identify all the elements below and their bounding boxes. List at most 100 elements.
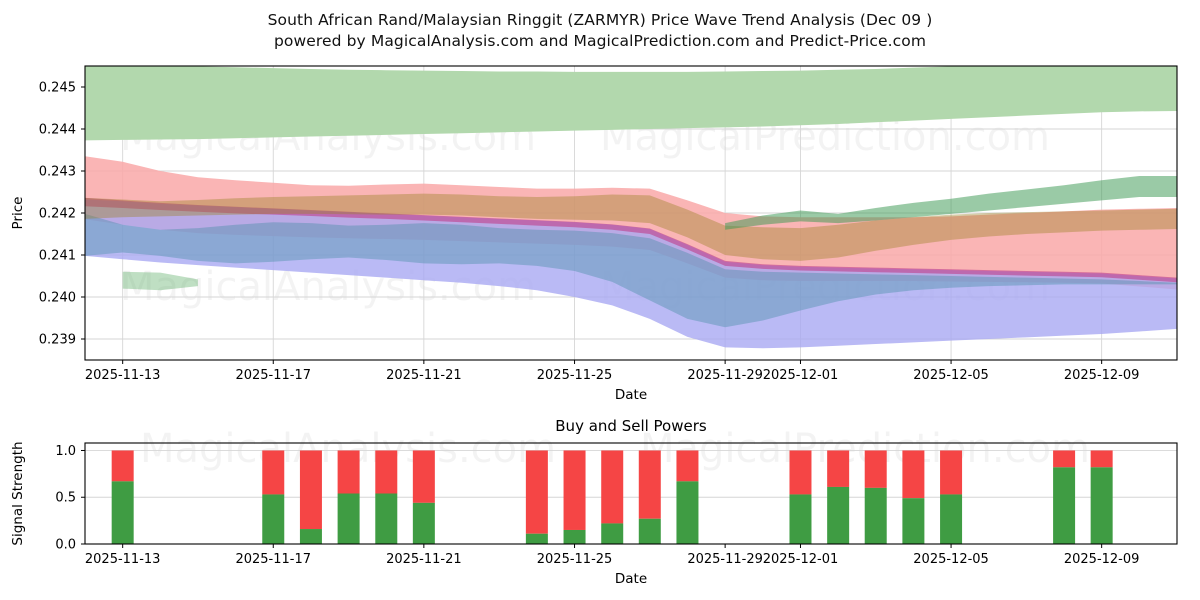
price-band-green-rising-wave [725, 176, 1177, 230]
power-xtick-label: 2025-12-09 [1064, 552, 1140, 567]
buy-power-bar [789, 494, 812, 544]
sell-power-bar [337, 450, 360, 494]
power-bar-layer [111, 450, 1113, 544]
power-bar-group [299, 450, 322, 544]
power-ytick-label: 1.0 [55, 444, 76, 459]
sell-power-bar [412, 450, 435, 503]
power-bar-group [262, 450, 285, 544]
sell-power-bar [1090, 450, 1113, 468]
sell-power-bar [789, 450, 812, 495]
buy-power-bar [902, 498, 925, 544]
buy-power-bar [864, 487, 887, 544]
power-xtick-label: 2025-11-21 [386, 552, 462, 567]
title-line-secondary: powered by MagicalAnalysis.com and Magic… [273, 32, 927, 50]
power-bar-group [412, 450, 435, 544]
power-xtick-label: 2025-12-05 [913, 552, 989, 567]
power-xaxis-title: Date [615, 571, 647, 587]
price-ytick-label: 0.245 [39, 81, 76, 96]
price-yaxis-title: Price [10, 197, 26, 230]
power-bar-group [638, 450, 661, 544]
price-ytick-label: 0.242 [39, 207, 76, 222]
power-bar-group [864, 450, 887, 544]
power-bar-group [676, 450, 699, 544]
sell-power-bar [902, 450, 925, 499]
buy-power-bar [601, 523, 624, 544]
buy-power-bar [262, 494, 285, 544]
price-band-magenta-mid-band [85, 197, 1177, 283]
price-xaxis-title: Date [615, 387, 647, 403]
page-title: South African Rand/Malaysian Ringgit (ZA… [0, 10, 1200, 52]
power-xtick-label: 2025-11-13 [85, 552, 161, 567]
buy-power-bar [412, 502, 435, 544]
power-bar-group [525, 450, 548, 544]
buy-sell-powers-chart: Buy and Sell Powers 0.0 0.5 1.0 2025-11-13 20… [10, 417, 1178, 587]
sell-power-bar [262, 450, 285, 495]
power-yaxis-title: Signal Strength [10, 441, 26, 545]
power-xtick-label: 2025-11-17 [235, 552, 311, 567]
sell-power-bar [827, 450, 850, 487]
power-plot-frame [84, 442, 1178, 545]
sell-power-bar [638, 450, 661, 519]
power-xtick-label: 2025-11-29 [687, 552, 763, 567]
sell-power-bar [111, 450, 134, 482]
power-bar-group [789, 450, 812, 544]
sell-power-bar [601, 450, 624, 524]
power-xtick-label: 2025-11-25 [537, 552, 613, 567]
buy-power-bar [1090, 467, 1113, 544]
power-bar-group [601, 450, 624, 544]
price-ytick-label: 0.244 [39, 123, 76, 138]
price-band-green-low-blob [122, 271, 198, 291]
power-bar-group [1090, 450, 1113, 544]
sell-power-bar [525, 450, 548, 534]
buy-power-bar [676, 481, 699, 544]
price-xtick-label: 2025-12-05 [913, 368, 989, 383]
buy-power-bar [563, 529, 586, 544]
power-bar-group [111, 450, 134, 544]
buy-power-bar [111, 481, 134, 544]
power-bar-group [563, 450, 586, 544]
sell-power-bar [940, 450, 963, 495]
power-ytick-label: 0.0 [55, 538, 76, 553]
price-xtick-label: 2025-12-01 [763, 368, 839, 383]
sell-power-bar [563, 450, 586, 530]
power-chart-title: Buy and Sell Powers [555, 417, 707, 435]
buy-power-bar [1053, 467, 1076, 544]
price-ytick-label: 0.239 [39, 333, 76, 348]
buy-power-bar [299, 529, 322, 544]
price-xtick-label: 2025-11-17 [235, 368, 311, 383]
sell-power-bar [864, 450, 887, 488]
power-bar-group [827, 450, 850, 544]
power-xtick-label: 2025-12-01 [763, 552, 839, 567]
sell-power-bar [299, 450, 322, 530]
price-band-blue-lower-band [85, 199, 1177, 349]
price-band-red-upper-band [85, 156, 1177, 290]
power-bar-group [375, 450, 398, 544]
price-band-outer-green-band [85, 66, 1177, 141]
sell-power-bar [375, 450, 398, 494]
price-xtick-label: 2025-11-29 [687, 368, 763, 383]
price-wave-chart: 0.239 0.240 0.241 0.242 0.243 0.244 0.245 2025-… [10, 65, 1178, 403]
power-bar-group [902, 450, 925, 544]
power-bar-group [337, 450, 360, 544]
buy-power-bar [337, 493, 360, 544]
sell-power-bar [1053, 450, 1076, 468]
power-bar-group [1053, 450, 1076, 544]
price-xtick-label: 2025-11-13 [85, 368, 161, 383]
title-line-primary: South African Rand/Malaysian Ringgit (ZA… [267, 11, 933, 29]
buy-power-bar [638, 518, 661, 544]
price-xtick-label: 2025-11-21 [386, 368, 462, 383]
sell-power-bar [676, 450, 699, 482]
price-band-olive-wave-band [85, 193, 1177, 261]
buy-power-bar [375, 493, 398, 544]
price-band-layer [85, 66, 1177, 349]
price-band-teal-wave-band [85, 213, 1177, 328]
buy-power-bar [827, 486, 850, 544]
power-ytick-label: 0.5 [55, 491, 76, 506]
price-xtick-label: 2025-11-25 [537, 368, 613, 383]
buy-power-bar [525, 533, 548, 544]
price-ytick-label: 0.241 [39, 249, 76, 264]
price-ytick-label: 0.240 [39, 291, 76, 306]
price-ytick-label: 0.243 [39, 165, 76, 180]
